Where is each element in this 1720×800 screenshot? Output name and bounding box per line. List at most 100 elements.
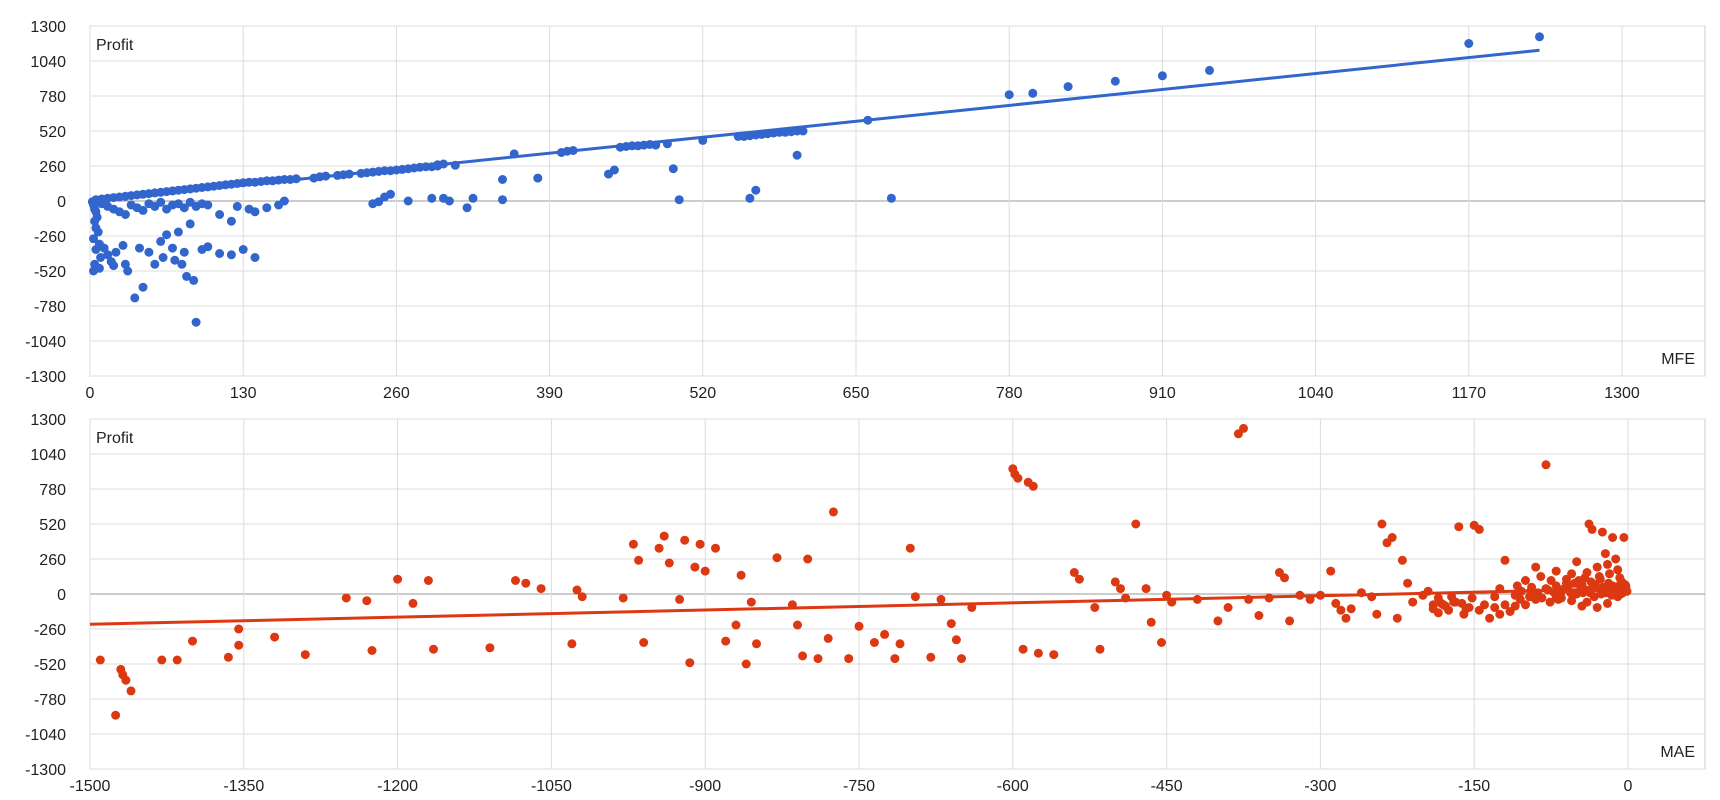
data-point: [1589, 592, 1599, 602]
data-point: [185, 219, 195, 229]
data-point: [751, 185, 761, 195]
data-point: [1595, 574, 1605, 584]
data-point: [664, 558, 674, 568]
data-point: [1454, 522, 1464, 532]
data-point: [1213, 616, 1223, 626]
data-point: [1141, 584, 1151, 594]
data-point: [1500, 555, 1510, 565]
data-point: [1326, 566, 1336, 576]
data-point: [1049, 650, 1059, 660]
data-point: [844, 654, 854, 664]
y-tick-label: -1040: [25, 334, 66, 351]
data-point: [403, 196, 413, 206]
data-point: [1592, 562, 1602, 572]
data-point: [823, 633, 833, 643]
data-point: [498, 175, 507, 184]
data-point: [393, 574, 403, 584]
y-tick-label: -1300: [25, 369, 66, 386]
y-tick-label: 0: [57, 194, 66, 211]
trendline: [89, 48, 1540, 203]
data-point: [1285, 616, 1295, 626]
data-point: [226, 216, 236, 226]
data-point: [173, 227, 183, 237]
data-point: [111, 710, 121, 720]
data-point: [1464, 39, 1474, 48]
x-tick-label: 1300: [1604, 385, 1640, 402]
y-tick-label: -260: [34, 229, 66, 246]
data-point: [946, 619, 956, 629]
data-point: [126, 686, 136, 696]
data-point: [1620, 580, 1630, 590]
y-tick-label: -1300: [25, 762, 66, 779]
data-point: [96, 253, 106, 262]
data-point: [1433, 608, 1443, 618]
data-point: [300, 650, 310, 660]
y-tick-label: 780: [39, 89, 66, 106]
data-point: [521, 578, 531, 588]
data-point: [1063, 82, 1073, 92]
data-point: [1336, 605, 1346, 615]
data-point: [226, 250, 236, 260]
y-tick-label: -520: [34, 657, 66, 674]
y-tick-label: 1300: [30, 19, 66, 36]
data-point: [1131, 519, 1141, 529]
data-point: [1535, 32, 1544, 42]
data-point: [1162, 590, 1172, 600]
data-point: [695, 539, 705, 549]
data-point: [362, 596, 372, 606]
data-point: [1280, 573, 1289, 583]
y-tick-label: 520: [39, 517, 66, 534]
data-point: [111, 247, 121, 257]
y-tick-label: 260: [39, 159, 66, 176]
data-point: [170, 255, 180, 265]
data-point: [1372, 609, 1382, 619]
data-point: [1377, 519, 1387, 529]
x-tick-label: 1040: [1298, 385, 1334, 402]
data-point: [135, 243, 144, 253]
data-point: [1525, 592, 1535, 602]
data-point: [1608, 533, 1618, 542]
data-point: [1553, 594, 1563, 604]
data-point: [690, 562, 700, 572]
data-point: [1510, 601, 1520, 611]
data-point: [1033, 648, 1043, 658]
data-point: [1500, 600, 1510, 610]
data-point: [1521, 600, 1530, 610]
data-point: [1521, 576, 1530, 585]
x-tick-label: -300: [1304, 778, 1336, 795]
data-point: [191, 317, 201, 327]
data-point: [156, 197, 166, 207]
data-point: [162, 230, 172, 240]
data-point: [89, 266, 98, 276]
data-point: [1619, 533, 1629, 542]
data-point: [234, 640, 244, 650]
data-point: [1568, 590, 1578, 600]
data-point: [895, 639, 905, 649]
data-point: [99, 243, 109, 253]
y-tick-label: -520: [34, 264, 66, 281]
data-point: [1600, 549, 1610, 559]
data-point: [741, 659, 751, 669]
data-point: [156, 236, 166, 246]
data-point: [189, 275, 199, 285]
data-point: [639, 638, 649, 647]
data-point: [1387, 533, 1397, 542]
data-point: [577, 592, 587, 602]
data-point: [1592, 603, 1602, 612]
data-point: [1536, 572, 1546, 581]
data-point: [1397, 555, 1407, 565]
data-point: [123, 266, 133, 276]
mae-profit-scatter-chart: 1300 1040 780 520 260 0 -260 -520 -780 -1040 -1300…: [25, 412, 1706, 795]
data-point: [654, 543, 664, 553]
data-point: [533, 173, 543, 183]
data-point: [1146, 617, 1156, 627]
y-tick-label: -1040: [25, 727, 66, 744]
data-point: [936, 594, 946, 604]
data-point: [1090, 603, 1100, 612]
data-point: [367, 646, 377, 655]
data-point: [427, 193, 437, 203]
data-point: [1490, 592, 1500, 602]
x-axis-title: MFE: [1661, 351, 1695, 368]
y-tick-label: 1040: [30, 447, 66, 464]
data-point: [721, 636, 731, 646]
